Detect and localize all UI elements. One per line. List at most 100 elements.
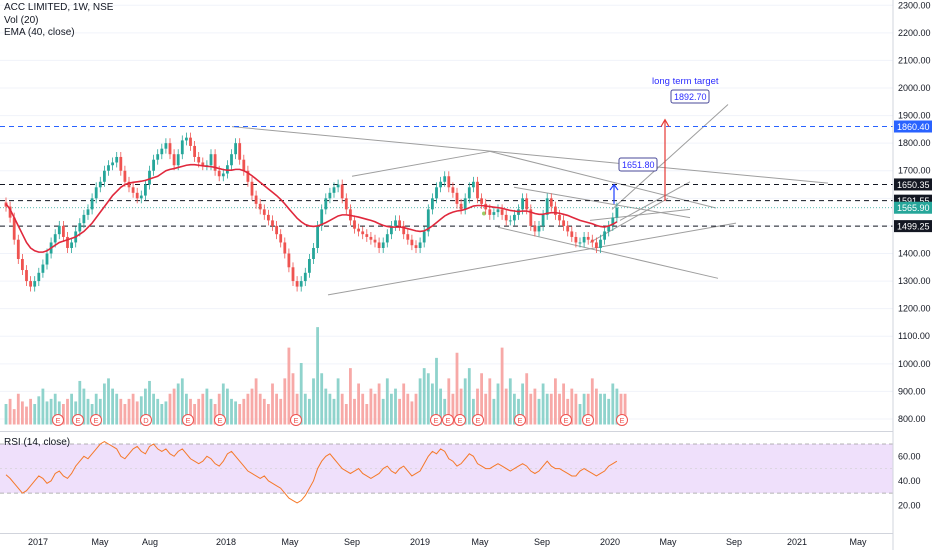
candle-body: [451, 187, 455, 193]
candle-body: [590, 239, 594, 243]
trend-line: [611, 104, 729, 210]
candle-body: [418, 242, 422, 248]
ema-40-line: [5, 163, 618, 253]
time-tick-label: May: [659, 537, 677, 547]
gridlines: [0, 4, 893, 534]
earnings-marker: [514, 414, 526, 426]
volume-bar: [324, 388, 328, 425]
candle-body: [242, 159, 246, 171]
candle-body: [148, 170, 151, 185]
volume-bar: [16, 393, 20, 425]
candle-body: [176, 154, 180, 166]
time-tick-label: 2018: [216, 537, 236, 547]
volume-bar: [8, 398, 12, 425]
candle-body: [217, 170, 221, 177]
target-box-label: 1892.70: [674, 92, 707, 102]
earnings-marker-letter: E: [93, 416, 98, 425]
price-label-tag: [894, 201, 932, 214]
candle-body: [353, 220, 356, 229]
volume-bar: [344, 404, 348, 425]
candle-body: [443, 176, 447, 182]
volume-bar: [566, 398, 570, 425]
time-tick-label: May: [471, 537, 489, 547]
time-axis[interactable]: 2017 May Aug 2018 May Sep 2019 May Sep 2020 May Sep…: [28, 537, 867, 547]
candle-body: [541, 214, 545, 226]
candle-body: [250, 181, 254, 196]
candle-body: [537, 225, 541, 232]
candle-body: [467, 187, 471, 199]
earnings-marker-letter: E: [457, 416, 462, 425]
candle-body: [185, 137, 188, 141]
ema-legend[interactable]: EMA (40, close): [4, 27, 75, 38]
volume-bar: [94, 393, 98, 425]
candle-body: [295, 281, 299, 287]
candle-body: [45, 253, 49, 265]
candle-body: [414, 245, 418, 248]
price-tick-label: 1400.00: [898, 248, 931, 258]
chart-legend: ACC LIMITED, 1W, NSE Vol (20) EMA (40, c…: [4, 2, 113, 40]
volume-bar: [25, 406, 28, 425]
volume-bar: [160, 404, 164, 425]
volume-bar: [303, 393, 307, 425]
candle-body: [275, 225, 278, 235]
volume-bar: [361, 393, 365, 425]
volume-bar: [480, 373, 483, 425]
candle-body: [340, 184, 344, 199]
volume-bar: [336, 378, 340, 425]
candle-body: [8, 206, 12, 218]
candle-body: [262, 209, 266, 215]
candle-body: [521, 198, 524, 210]
candle-body: [180, 140, 184, 155]
candle-body: [410, 239, 414, 246]
candle-body: [320, 209, 324, 226]
candle-body: [156, 154, 160, 160]
rsi-legend[interactable]: RSI (14, close): [4, 437, 71, 448]
volume-bar: [123, 404, 127, 425]
volume-bar: [185, 393, 188, 425]
volume-bar: [135, 401, 139, 425]
trend-line: [497, 226, 719, 279]
volume-bar: [582, 393, 586, 425]
candle-body: [152, 159, 155, 171]
price-tick-label: 1300.00: [898, 276, 931, 286]
time-tick-label: 2021: [787, 537, 807, 547]
volume-bar: [447, 378, 451, 425]
candle-body: [37, 272, 41, 282]
volume-bar: [279, 398, 283, 425]
volume-bar: [205, 388, 209, 425]
symbol-legend[interactable]: ACC LIMITED, 1W, NSE: [4, 2, 114, 13]
volume-bar: [53, 393, 57, 425]
candle-body: [549, 198, 553, 207]
candle-body: [12, 217, 16, 240]
candle-body: [426, 209, 430, 232]
volume-bar: [254, 378, 258, 425]
price-tick-label: 2100.00: [898, 55, 931, 65]
volume-bar: [90, 404, 94, 425]
candle-body: [33, 281, 37, 287]
candle-body: [504, 214, 508, 221]
volume-bar: [525, 373, 529, 425]
candle-body: [21, 259, 24, 271]
volume-bar: [476, 388, 479, 425]
volume-bar: [180, 378, 184, 425]
volume-bar: [316, 327, 319, 425]
candle-body: [381, 242, 385, 248]
candle-body: [57, 225, 61, 235]
price-axis[interactable]: 2300.00 2200.00 2100.00 2000.00 1900.00 1800.…: [892, 0, 932, 550]
volume-legend[interactable]: Vol (20): [4, 14, 39, 26]
volume-bar: [558, 393, 561, 425]
volume-bar: [353, 398, 356, 425]
volume-bar: [221, 383, 225, 425]
volume-bar: [328, 393, 332, 425]
candle-body: [299, 281, 303, 287]
volume-bar: [377, 383, 381, 425]
volume-bar: [562, 383, 565, 425]
volume-bar: [98, 398, 102, 425]
candle-body: [131, 187, 135, 193]
price-label-tag: [894, 220, 932, 233]
volume-bar: [49, 398, 53, 425]
volume-bar: [107, 378, 110, 425]
candle-body: [254, 195, 258, 204]
price-label-text: 1565.90: [897, 203, 930, 213]
